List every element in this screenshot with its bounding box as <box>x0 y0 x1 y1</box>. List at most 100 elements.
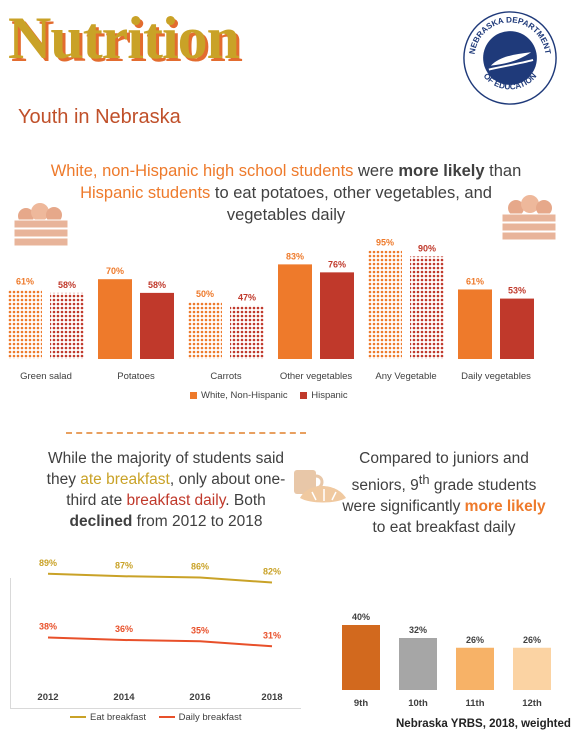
headline-emphasis: more likely <box>398 162 485 180</box>
data-label: 26% <box>466 635 484 645</box>
legend-swatch <box>158 716 175 719</box>
bar <box>342 625 380 690</box>
breakfast-summary: While the majority of students said they… <box>40 448 292 532</box>
section-divider <box>66 432 306 434</box>
category-label: 9th <box>354 698 368 709</box>
bar <box>399 638 437 690</box>
breakfast-icon <box>294 470 346 503</box>
grade-bar-chart: 40% 9th 32% 10th 26% 11th 26% 12th <box>342 612 551 709</box>
breakfast-line-chart: 89% 87% 86% 82% 38% 36% 35% 31% 2012 2014 2016 2018 <box>37 558 282 703</box>
category-label: 10th <box>408 698 428 709</box>
data-label: 83% <box>286 251 304 261</box>
legend-swatch <box>70 716 86 719</box>
bar <box>410 256 444 359</box>
bar <box>320 272 354 359</box>
category-label: Other vegetables <box>280 371 353 382</box>
data-label: 58% <box>58 280 76 290</box>
summary-superscript: th <box>418 472 430 487</box>
data-label: 50% <box>196 289 214 299</box>
category-label: Carrots <box>210 371 241 382</box>
category-label: Potatoes <box>117 371 155 382</box>
bar <box>456 647 494 690</box>
page-title: Nutrition <box>8 5 240 71</box>
series-line <box>47 572 273 584</box>
data-label: 58% <box>148 280 166 290</box>
bar <box>50 292 84 359</box>
x-tick-label: 2012 <box>37 692 58 703</box>
category-label: Daily vegetables <box>461 371 531 382</box>
data-label: 70% <box>106 266 124 276</box>
data-label: 61% <box>16 276 34 286</box>
bar <box>140 292 174 359</box>
summary-highlight: ate breakfast <box>80 471 170 488</box>
summary-text: While the majority of students said they <box>46 450 285 488</box>
category-label: Green salad <box>20 371 72 382</box>
data-label: 53% <box>508 286 526 296</box>
x-tick-label: 2018 <box>261 692 282 703</box>
grade-summary: Compared to juniors and seniors, 9th gra… <box>338 448 550 538</box>
bar <box>8 289 42 359</box>
data-label: 87% <box>115 560 133 570</box>
bar <box>458 289 492 359</box>
data-label: 76% <box>328 259 346 269</box>
data-label: 90% <box>418 243 436 253</box>
category-label: 12th <box>522 698 542 709</box>
summary-emphasis: more likely <box>464 498 546 516</box>
legend-label: Hispanic <box>311 390 348 401</box>
headline: White, non-Hispanic high school students… <box>50 160 522 226</box>
headline-text: than <box>484 162 522 180</box>
headline-text: to eat potatoes, other vegetables, and v… <box>210 184 492 224</box>
data-label: 40% <box>352 612 370 622</box>
nebraska-education-logo: NEBRASKA DEPARTMENT OF EDUCATION <box>463 11 557 105</box>
source-note: Nebraska YRBS, 2018, weighted <box>396 718 571 730</box>
data-label: 36% <box>115 624 133 634</box>
summary-text: grade students were significantly <box>342 477 537 516</box>
data-label: 61% <box>466 276 484 286</box>
category-label: 11th <box>465 698 484 709</box>
summary-emphasis: declined <box>69 513 133 530</box>
summary-text: from 2012 to 2018 <box>132 513 263 530</box>
data-label: 31% <box>263 630 281 640</box>
headline-hispanic-students: Hispanic students <box>80 184 211 202</box>
x-tick-label: 2014 <box>113 692 135 703</box>
summary-text: . Both <box>225 492 266 509</box>
data-label: 35% <box>191 625 209 635</box>
legend-swatch <box>190 391 197 399</box>
bar <box>188 302 222 359</box>
data-label: 38% <box>39 622 57 632</box>
summary-text: to eat breakfast daily <box>372 519 516 537</box>
data-label: 82% <box>263 567 281 577</box>
headline-text: were <box>353 162 399 180</box>
page-subtitle: Youth in Nebraska <box>18 106 181 128</box>
bar <box>230 305 264 359</box>
legend-label: Daily breakfast <box>178 712 242 723</box>
vegetable-crate-icon <box>501 195 557 241</box>
legend-label: White, Non-Hispanic <box>201 390 288 401</box>
headline-white-students: White, non-Hispanic high school students <box>50 162 354 180</box>
bar <box>368 250 402 359</box>
legend-item: Eat breakfast <box>70 712 146 723</box>
bar-chart-legend: White, Non-Hispanic Hispanic <box>190 390 358 401</box>
line-chart-legend: Eat breakfast Daily breakfast <box>70 712 251 723</box>
bar <box>98 279 132 359</box>
x-tick-label: 2016 <box>189 692 210 703</box>
data-label: 89% <box>39 558 57 568</box>
vegetable-crate-icon <box>13 203 69 247</box>
bar <box>278 264 312 359</box>
data-label: 95% <box>376 238 394 248</box>
category-label: Any Vegetable <box>375 371 436 382</box>
legend-swatch <box>300 391 308 399</box>
summary-text: Compared to juniors and seniors, 9 <box>351 450 529 495</box>
data-label: 86% <box>191 562 209 572</box>
legend-item: Hispanic <box>300 390 348 401</box>
line-chart-frame <box>10 578 301 709</box>
summary-text: , only about one-third ate <box>66 471 286 509</box>
data-label: 26% <box>523 635 541 645</box>
legend-label: Eat breakfast <box>90 712 146 723</box>
legend-item: Daily breakfast <box>158 712 242 723</box>
legend-item: White, Non-Hispanic <box>190 390 288 401</box>
vegetable-bar-chart: 61% 58% Green salad 70% 58% Potatoes 50% 47% Car… <box>8 238 534 382</box>
bar <box>513 647 551 690</box>
series-line <box>47 636 273 648</box>
data-label: 32% <box>409 625 427 635</box>
